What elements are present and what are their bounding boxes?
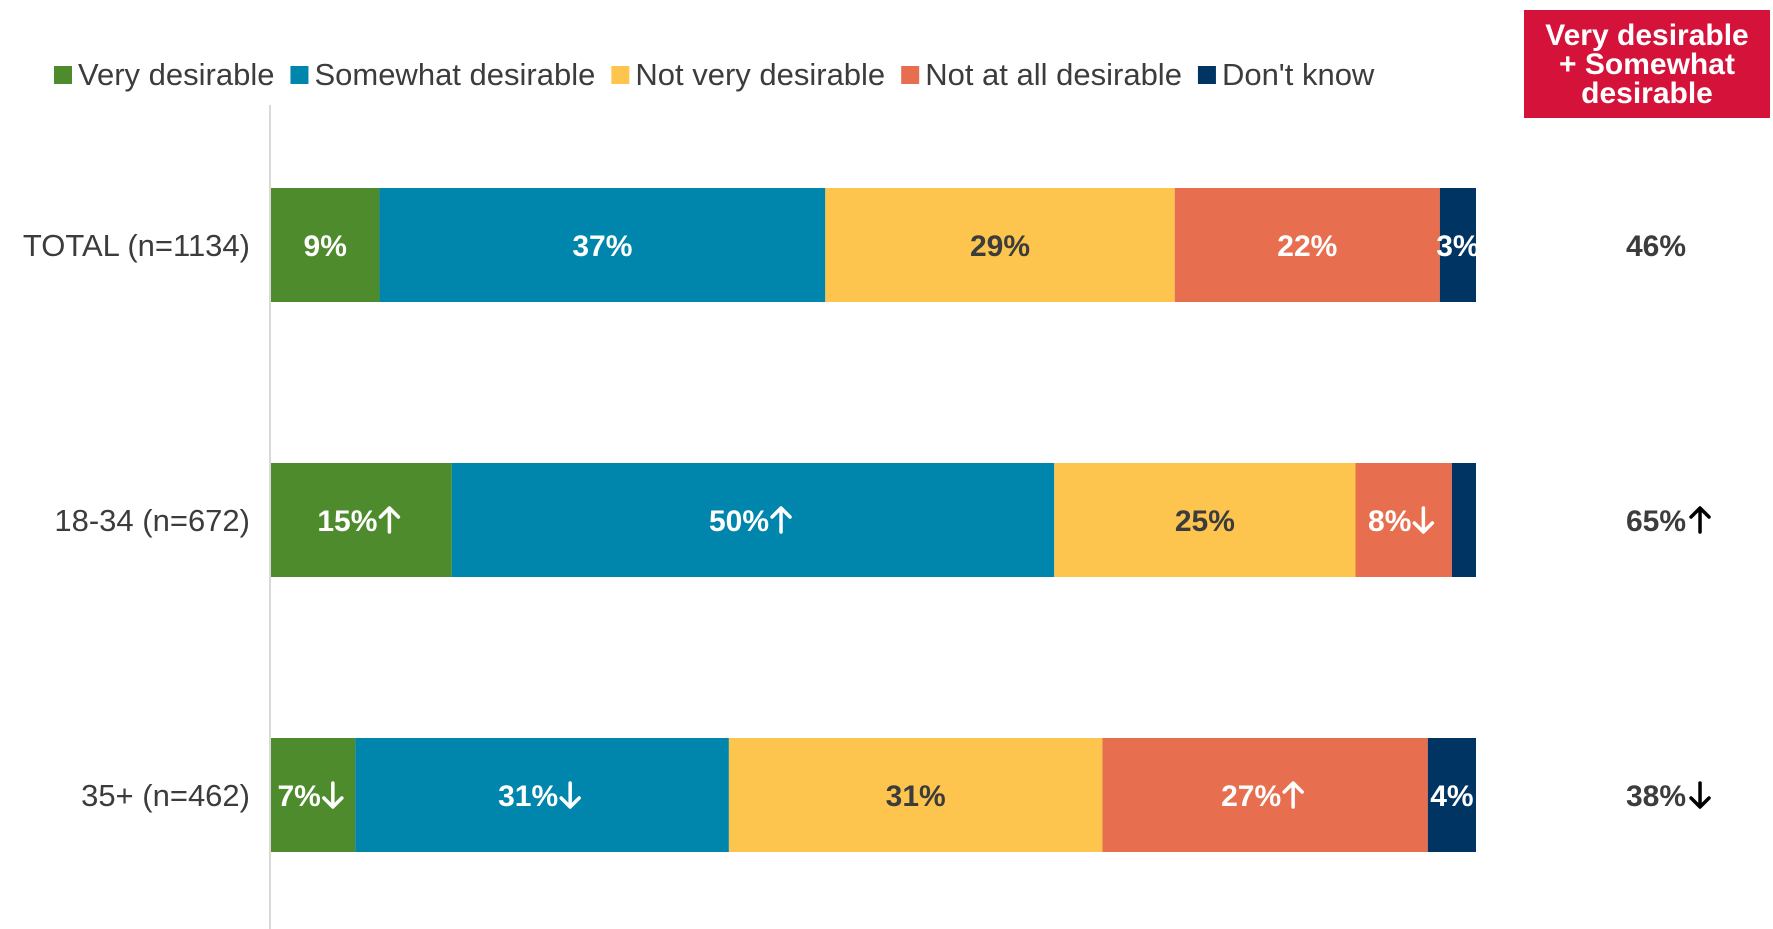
legend-label-2: Not very desirable: [635, 57, 885, 92]
legend-swatch-2: [611, 66, 630, 84]
bar-segment-0-4: [1439, 188, 1476, 302]
sig-up-icon: [770, 506, 792, 534]
bar-segments: 9% 37% 29% 22% 3% 15% 50% 25% 8% 7% 31% 31% 27% 4%: [271, 188, 1480, 852]
bar-segment-2-0: [271, 738, 356, 852]
bar-segment-1-1: [451, 463, 1055, 577]
legend-label-3: Not at all desirable: [925, 57, 1182, 92]
legend-swatch-3: [901, 66, 920, 84]
bar-segment-0-2: [825, 188, 1175, 302]
bar-segment-0-3: [1174, 188, 1440, 302]
bar-label-1-3: 8%: [1368, 505, 1411, 538]
chart-legend: Very desirable Somewhat desirable Not very…: [54, 57, 1375, 92]
bar-label-2-1: 31%: [498, 780, 558, 813]
bar-segment-1-2: [1054, 463, 1356, 577]
legend-label-4: Don't know: [1222, 57, 1375, 92]
bar-segment-2-4: [1427, 738, 1476, 852]
bar-label-0-4: 3%: [1436, 230, 1479, 263]
category-label-0: TOTAL (n=1134): [23, 228, 250, 263]
legend-label-1: Somewhat desirable: [314, 57, 595, 92]
bar-label-0-1: 37%: [572, 230, 632, 263]
legend-swatch-0: [54, 66, 72, 84]
bar-label-2-4: 4%: [1430, 780, 1473, 813]
net-sig-up-icon: [1689, 506, 1711, 534]
bar-segment-2-2: [728, 738, 1103, 852]
category-label-1: 18-34 (n=672): [54, 503, 250, 538]
bar-segment-0-1: [379, 188, 826, 302]
bar-segment-1-0: [271, 463, 452, 577]
net-column-header: Very desirable + Somewhat desirable: [1524, 10, 1770, 118]
bar-label-0-3: 22%: [1277, 230, 1337, 263]
bar-segment-1-4: [1451, 463, 1476, 577]
bar-label-1-0: 15%: [317, 505, 377, 538]
bar-label-2-3: 27%: [1221, 780, 1281, 813]
bar-segment-2-1: [355, 738, 729, 852]
sig-up-icon: [378, 506, 401, 534]
legend-label-0: Very desirable: [78, 57, 274, 92]
net-values: 46% 65% 38%: [1626, 230, 1711, 813]
sig-down-icon: [322, 781, 344, 809]
category-label-2: 35+ (n=462): [81, 778, 250, 813]
bar-segment-2-3: [1102, 738, 1428, 852]
net-sig-down-icon: [1689, 781, 1711, 809]
bar-label-0-0: 9%: [304, 230, 347, 263]
net-value-0: 46%: [1626, 230, 1686, 263]
sig-down-icon: [559, 781, 581, 809]
net-value-2: 38%: [1626, 780, 1686, 813]
bar-segment-1-3: [1355, 463, 1452, 577]
sig-down-icon: [1412, 506, 1435, 534]
bar-label-1-2: 25%: [1175, 505, 1235, 538]
bar-label-1-1: 50%: [709, 505, 769, 538]
bar-label-2-0: 7%: [277, 780, 320, 813]
bar-label-0-2: 29%: [970, 230, 1030, 263]
legend-swatch-4: [1197, 66, 1216, 84]
sig-up-icon: [1282, 781, 1304, 809]
bar-label-2-2: 31%: [886, 780, 946, 813]
bar-segment-0-0: [271, 188, 380, 302]
legend-swatch-1: [290, 66, 309, 84]
category-labels: TOTAL (n=1134) 18-34 (n=672) 35+ (n=462): [23, 228, 250, 813]
net-value-1: 65%: [1626, 505, 1686, 538]
